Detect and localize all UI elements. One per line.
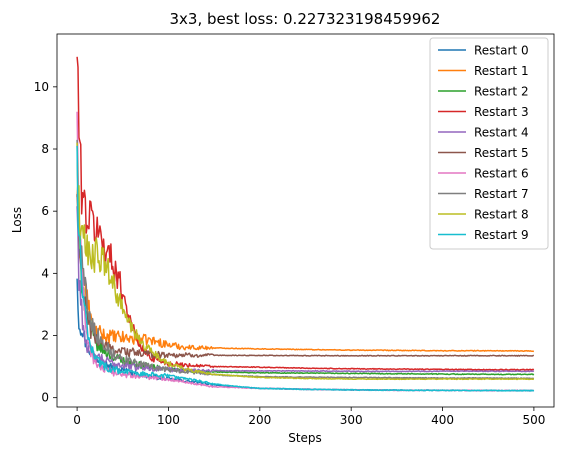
y-axis-label: Loss — [10, 207, 24, 233]
series-line-restart-7 — [76, 139, 534, 380]
series-line-restart-1 — [76, 180, 534, 353]
x-tick-label: 400 — [431, 413, 454, 427]
x-axis-label: Steps — [288, 431, 322, 445]
x-axis-ticks: 0 100 200 300 400 500 — [73, 407, 545, 427]
y-tick-label: 4 — [41, 266, 49, 280]
y-tick-label: 0 — [41, 391, 49, 405]
chart-title: 3x3, best loss: 0.227323198459962 — [170, 10, 441, 28]
x-tick-label: 100 — [157, 413, 180, 427]
legend-label: Restart 1 — [474, 64, 529, 78]
y-tick-label: 8 — [41, 142, 49, 156]
series-layer — [76, 56, 535, 392]
legend-label: Restart 0 — [474, 44, 529, 58]
axes-frame — [56, 33, 555, 408]
series-line-restart-4 — [76, 206, 535, 373]
y-axis-ticks: 0 2 4 6 8 10 — [34, 80, 57, 405]
legend-label: Restart 6 — [474, 167, 529, 181]
legend: Restart 0 Restart 1 Restart 2 Restart 3 Rest… — [429, 37, 549, 250]
series-line-restart-3 — [76, 56, 535, 371]
legend-label: Restart 4 — [474, 126, 529, 140]
legend-label: Restart 9 — [474, 228, 529, 242]
y-tick-label: 2 — [41, 329, 49, 343]
x-tick-label: 0 — [73, 413, 81, 427]
series-line-restart-8 — [76, 142, 535, 381]
legend-label: Restart 3 — [474, 105, 529, 119]
series-line-restart-9 — [76, 145, 535, 392]
legend-label: Restart 2 — [474, 85, 529, 99]
x-tick-label: 500 — [522, 413, 545, 427]
legend-label: Restart 7 — [474, 187, 529, 201]
legend-label: Restart 8 — [474, 208, 529, 222]
y-tick-label: 6 — [41, 204, 49, 218]
x-tick-label: 200 — [248, 413, 271, 427]
x-tick-label: 300 — [340, 413, 363, 427]
legend-label: Restart 5 — [474, 146, 529, 160]
series-line-restart-5 — [76, 194, 535, 359]
y-tick-label: 10 — [34, 80, 49, 94]
